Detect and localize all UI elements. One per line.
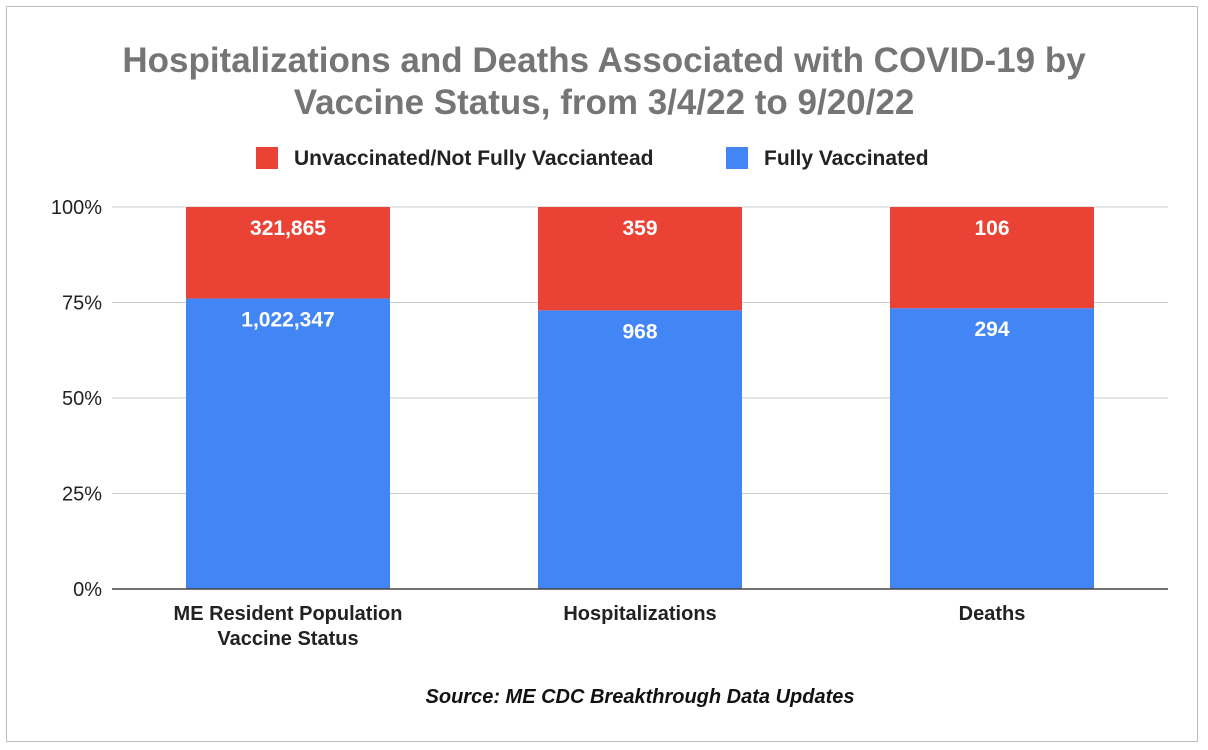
legend: Unvaccinated/Not Fully Vacciantead Fully… <box>256 147 929 170</box>
bar-segment <box>890 207 1094 309</box>
legend-swatch-unvaccinated <box>256 147 278 169</box>
x-category-label: Deaths <box>959 603 1026 625</box>
y-tick-label: 50% <box>62 388 102 410</box>
chart-title: Hospitalizations and Deaths Associated w… <box>122 41 1086 122</box>
source-note: Source: ME CDC Breakthrough Data Updates <box>426 686 855 708</box>
data-label: 968 <box>622 320 657 343</box>
data-label: 321,865 <box>250 217 326 240</box>
y-tick-label: 100% <box>51 197 102 219</box>
y-axis-ticks: 0% 25% 50% 75% 100% <box>51 197 102 601</box>
bar-segment <box>890 308 1094 589</box>
y-tick-label: 25% <box>62 484 102 506</box>
x-category-label: Vaccine Status <box>217 628 358 650</box>
data-label: 294 <box>974 318 1009 341</box>
legend-label-fully-vaccinated: Fully Vaccinated <box>764 147 929 170</box>
y-tick-label: 75% <box>62 293 102 315</box>
bar-segment <box>186 207 390 299</box>
chart-title-line-2: Vaccine Status, from 3/4/22 to 9/20/22 <box>294 83 915 122</box>
bar-segment <box>538 310 742 589</box>
legend-label-unvaccinated: Unvaccinated/Not Fully Vacciantead <box>294 147 653 170</box>
bars: 1,022,347 321,865 968 359 294 106 <box>186 207 1094 589</box>
data-label: 106 <box>974 217 1009 240</box>
bar-segment <box>538 207 742 311</box>
chart-title-line-1: Hospitalizations and Deaths Associated w… <box>122 41 1086 80</box>
data-label: 359 <box>622 217 657 240</box>
bar-segment <box>186 298 390 589</box>
category-labels: ME Resident Population Vaccine Status Hosp… <box>174 603 1026 650</box>
legend-swatch-fully-vaccinated <box>726 147 748 169</box>
x-category-label: ME Resident Population <box>174 603 403 625</box>
data-label: 1,022,347 <box>241 308 334 331</box>
x-category-label: Hospitalizations <box>563 603 716 625</box>
y-tick-label: 0% <box>73 579 102 601</box>
